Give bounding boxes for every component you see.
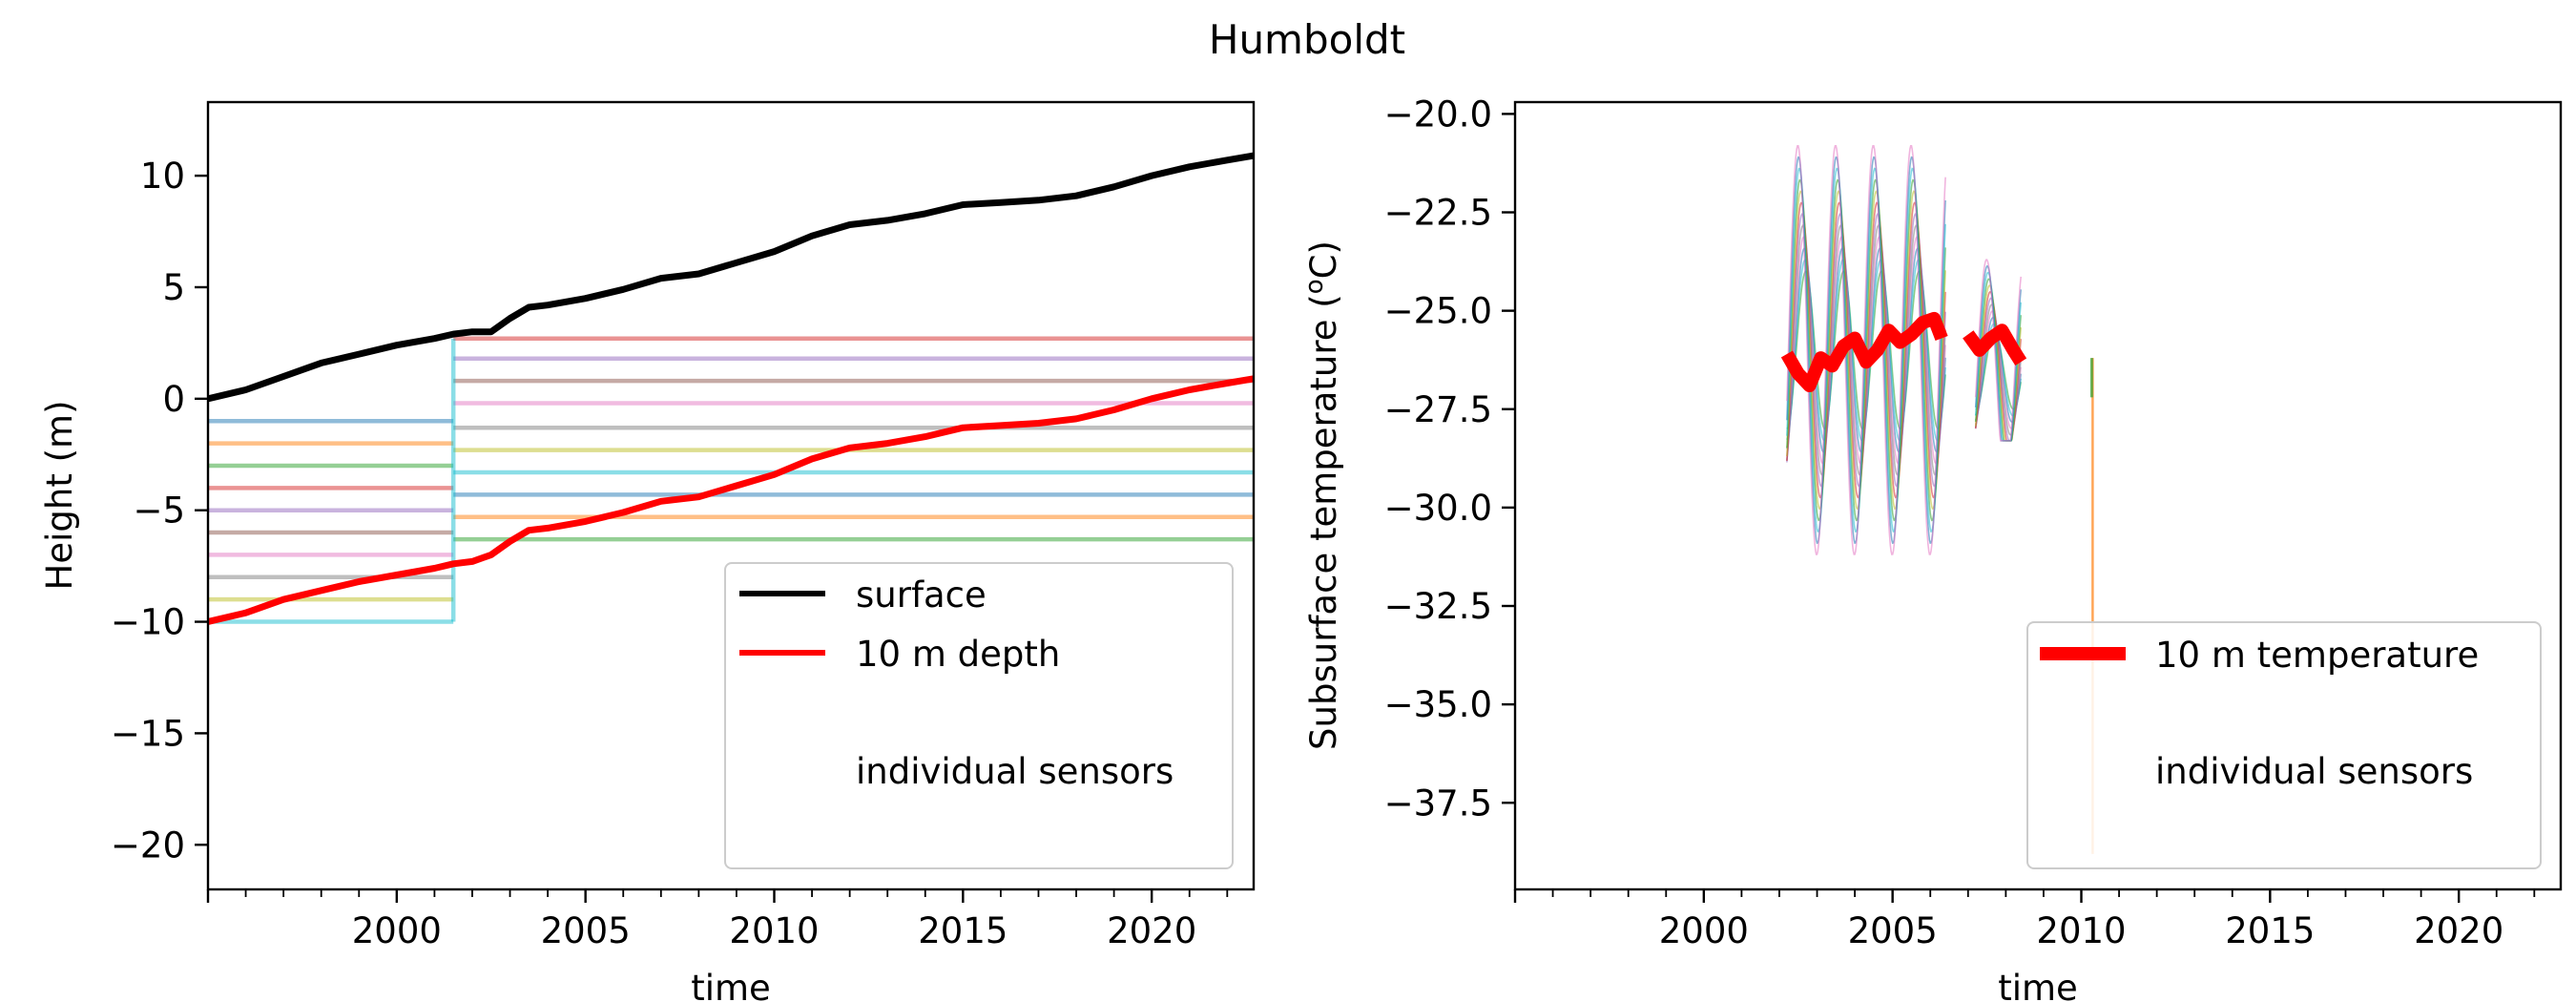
height-plot-area	[208, 152, 1254, 625]
temperature-x-axis-label: time	[1998, 968, 2078, 1002]
height-x-tick-label: 2005	[541, 910, 631, 951]
temperature-x-tick-label: 2015	[2225, 910, 2315, 951]
temperature-legend: 10 m temperature individual sensors	[2026, 621, 2542, 869]
height-x-tick-label: 2010	[729, 910, 819, 951]
temperature-axes-frame	[1513, 100, 2563, 891]
height-axes-frame	[206, 100, 1256, 891]
height-x-axis: 2000 2005 2010 2015 2020	[206, 889, 1229, 951]
temperature-10m-line	[1780, 311, 1948, 392]
temperature-10m-line	[1963, 324, 2027, 366]
temperature-y-tick-label: −32.5	[1384, 586, 1492, 627]
temperature-y-tick-label: −27.5	[1384, 389, 1492, 430]
surface-line	[208, 152, 1254, 403]
height-series-group	[208, 152, 1254, 625]
height-y-tick-label: 10	[140, 156, 185, 197]
height-x-tick-label: 2015	[918, 910, 1008, 951]
height-panel: 2000 2005 2010 2015 2020 10 5 0 −5 −10 −15 −20 tim…	[39, 100, 1256, 1002]
temperature-y-label-prefix: Subsurface temperature (	[1303, 294, 1344, 750]
temperature-y-axis: −20.0 −22.5 −25.0 −27.5 −30.0 −32.5 −35.0 −37.5	[1384, 94, 1515, 824]
figure-title: Humboldt	[1209, 16, 1405, 63]
temperature-y-tick-label: −25.0	[1384, 291, 1492, 332]
height-y-axis-label: Height (m)	[39, 401, 80, 591]
legend-sensors-label: individual sensors	[856, 751, 1174, 792]
temperature-y-tick-label: −35.0	[1384, 684, 1492, 725]
temperature-y-tick-label: −30.0	[1384, 488, 1492, 529]
temperature-y-tick-label: −37.5	[1384, 783, 1492, 824]
temperature-x-tick-label: 2005	[1848, 910, 1938, 951]
temperature-panel: 2000 2005 2010 2015 2020 −20.0 −22.5 −25.0 −27.…	[1300, 94, 2563, 1002]
legend-temperature-label: 10 m temperature	[2155, 635, 2479, 676]
temperature-x-tick-label: 2000	[1659, 910, 1749, 951]
temperature-x-tick-label: 2020	[2414, 910, 2503, 951]
height-y-tick-label: 0	[162, 379, 185, 420]
temperature-x-tick-label: 2010	[2036, 910, 2126, 951]
height-y-tick-label: −10	[111, 602, 185, 643]
temperature-y-label-degree: o	[1300, 279, 1329, 294]
temperature-x-axis: 2000 2005 2010 2015 2020	[1513, 889, 2536, 951]
height-legend: surface 10 m depth individual sensors	[724, 562, 1234, 869]
height-y-axis: 10 5 0 −5 −10 −15 −20	[111, 156, 208, 866]
temperature-legend-box	[2026, 621, 2542, 869]
height-x-tick-label: 2000	[352, 910, 442, 951]
height-y-tick-label: −20	[111, 825, 185, 866]
height-legend-box	[724, 562, 1234, 869]
height-x-tick-label: 2020	[1107, 910, 1196, 951]
height-y-tick-label: 5	[162, 267, 185, 308]
legend-depth-label: 10 m depth	[856, 634, 1060, 675]
height-x-axis-label: time	[691, 968, 771, 1002]
temperature-y-axis-label: Subsurface temperature (oC)	[1300, 240, 1344, 750]
temperature-y-tick-label: −20.0	[1384, 94, 1492, 135]
temperature-y-label-suffix: C)	[1303, 240, 1344, 279]
temperature-y-tick-label: −22.5	[1384, 193, 1492, 234]
legend-surface-label: surface	[856, 574, 987, 616]
height-y-tick-label: −5	[133, 491, 185, 532]
height-y-tick-label: −15	[111, 713, 185, 754]
depth-10m-line	[208, 375, 1254, 625]
sensor-temperature-line	[1974, 259, 2022, 442]
sensor-temperature-line	[1786, 145, 1946, 555]
legend-temp-sensors-label: individual sensors	[2155, 751, 2473, 792]
